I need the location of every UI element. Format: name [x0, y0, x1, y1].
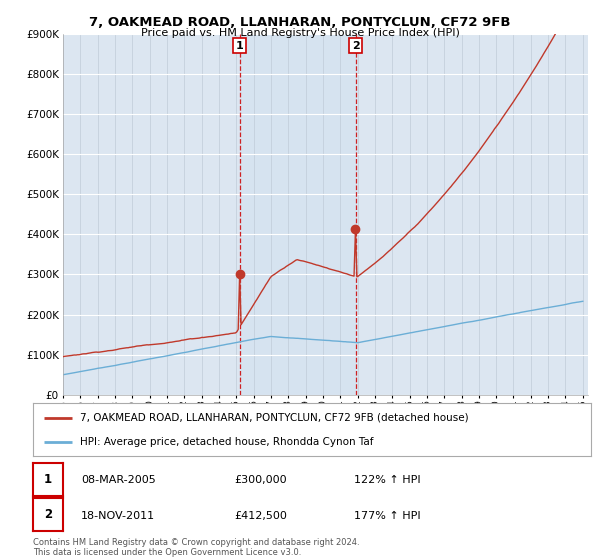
Text: £412,500: £412,500: [234, 511, 287, 521]
Text: 7, OAKMEAD ROAD, LLANHARAN, PONTYCLUN, CF72 9FB (detached house): 7, OAKMEAD ROAD, LLANHARAN, PONTYCLUN, C…: [80, 413, 469, 423]
Text: 122% ↑ HPI: 122% ↑ HPI: [354, 475, 421, 485]
Text: £300,000: £300,000: [234, 475, 287, 485]
Text: 1: 1: [44, 473, 52, 486]
Text: Price paid vs. HM Land Registry's House Price Index (HPI): Price paid vs. HM Land Registry's House …: [140, 28, 460, 38]
Text: HPI: Average price, detached house, Rhondda Cynon Taf: HPI: Average price, detached house, Rhon…: [80, 437, 374, 447]
Text: Contains HM Land Registry data © Crown copyright and database right 2024.
This d: Contains HM Land Registry data © Crown c…: [33, 538, 359, 557]
Text: 2: 2: [44, 508, 52, 521]
Text: 7, OAKMEAD ROAD, LLANHARAN, PONTYCLUN, CF72 9FB: 7, OAKMEAD ROAD, LLANHARAN, PONTYCLUN, C…: [89, 16, 511, 29]
Text: 18-NOV-2011: 18-NOV-2011: [81, 511, 155, 521]
Text: 1: 1: [236, 41, 244, 50]
Text: 08-MAR-2005: 08-MAR-2005: [81, 475, 156, 485]
Text: 177% ↑ HPI: 177% ↑ HPI: [354, 511, 421, 521]
Bar: [240, 34, 356, 395]
Text: 2: 2: [352, 41, 359, 50]
